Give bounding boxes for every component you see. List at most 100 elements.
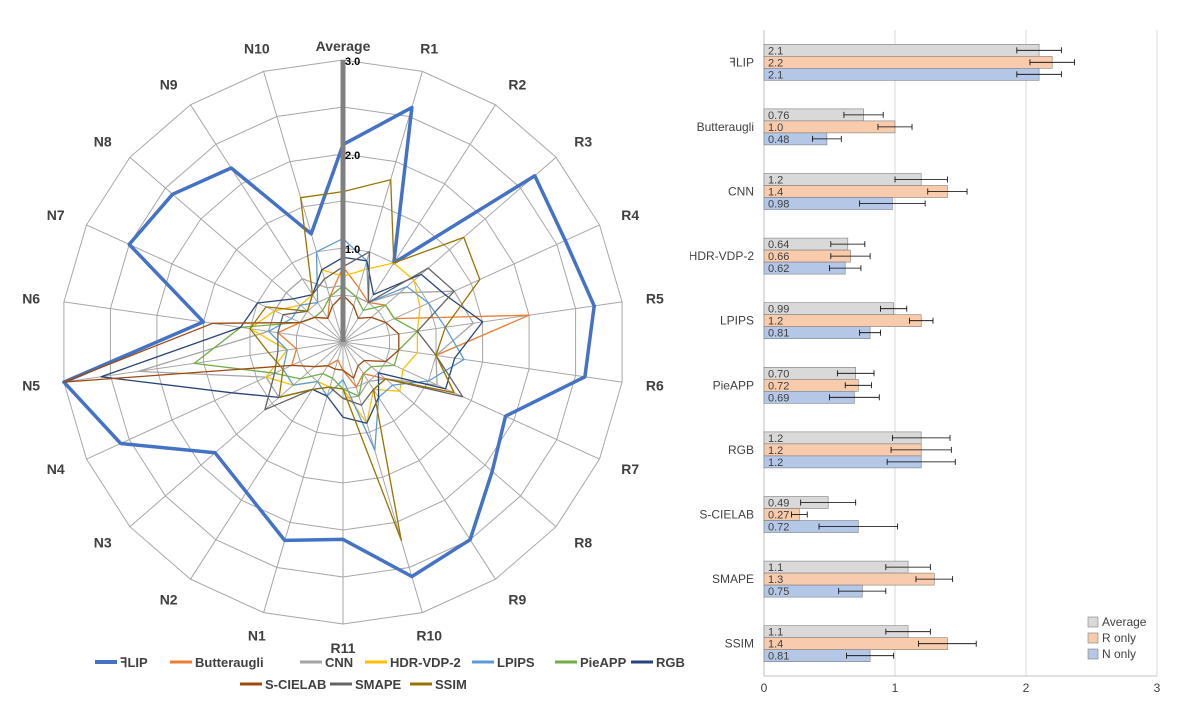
bar-value-label: 2.1 [768,69,783,81]
axis-label-r3: R3 [574,134,592,150]
legend-label: S-CIELAB [265,677,326,692]
legend-label: SSIM [435,677,467,692]
radar-spoke [129,341,344,528]
legend-swatch [1087,648,1099,660]
bar-value-label: 0.27 [768,510,789,522]
bar-value-label: 2.2 [768,57,783,69]
bar [763,120,896,134]
legend-label: LPIPS [497,655,535,670]
x-tick-label: 0 [761,681,768,695]
legend-label: RGB [656,655,685,670]
axis-label-r5: R5 [646,291,664,307]
bar-value-label: 1.2 [768,316,783,328]
bar-value-label: 1.2 [768,433,783,445]
legend-swatch [1087,616,1099,628]
bar [763,68,1040,81]
axis-label-n4: N4 [47,461,65,477]
axis-label-r10: R10 [416,628,442,644]
bar-value-label: 0.99 [768,304,789,316]
legend-label: CNN [325,655,353,670]
bar-value-label: 1.4 [768,187,783,199]
bar-value-label: 0.62 [768,263,789,275]
radar-spoke [342,341,496,580]
bar-value-label: 1.2 [768,175,783,187]
radar-spoke [86,224,344,343]
category-label: SSIM [725,637,754,651]
axis-label-n1: N1 [248,628,266,644]
bar [763,572,935,586]
radar-series-8 [63,294,400,383]
bar [763,314,922,328]
axis-label-r8: R8 [574,534,592,550]
radar-spoke [263,341,344,613]
legend-label: R only [1102,631,1136,645]
bar-value-label: 0.72 [768,380,789,392]
radar-spoke [86,341,344,460]
radar-spoke [342,156,557,343]
axis-label-r2: R2 [508,77,526,93]
bar-value-label: 0.81 [768,328,789,340]
legend-label: Average [1102,615,1147,629]
legend-label: HDR-VDP-2 [390,655,461,670]
bar-value-label: 2.1 [768,45,783,57]
radar-series-9 [264,251,464,411]
legend-label: Butteraugli [195,655,264,670]
category-label: Butteraugli [697,120,754,134]
bar-value-label: 0.70 [768,368,789,380]
radar-series-1 [62,105,596,579]
radar-spoke [342,341,557,528]
bar-value-label: 1.1 [768,562,783,574]
bar-value-label: 1.2 [768,445,783,457]
axis-label-average: Average [316,38,371,54]
category-label: CNN [728,185,754,199]
radar-chart: 1.0 2.0 3.0 Average R1 R2 R3 R4 R5 R6 R7 R8 R9 R10 R11… [22,38,685,692]
ring-label: 3.0 [345,56,360,68]
legend-label: N only [1102,647,1136,661]
bar-value-label: 0.72 [768,522,789,534]
legend-label: ꟻLIP [120,655,148,670]
x-tick-label: 1 [892,681,899,695]
axis-label-n5: N5 [22,378,40,394]
axis-label-n2: N2 [160,591,178,607]
axis-label-n10: N10 [244,40,270,56]
axis-label-r9: R9 [508,591,526,607]
ring-label: 2.0 [345,150,360,162]
bar-value-label: 1.0 [768,122,783,134]
legend-label: PieAPP [580,655,627,670]
bar-value-label: 0.75 [768,586,789,598]
bar [763,55,1053,69]
radar-spoke [129,156,344,343]
ring-label: 1.0 [345,244,360,256]
bar-value-label: 0.49 [768,498,789,510]
radar-series-7 [100,256,484,424]
category-label: RGB [728,443,754,457]
bar-value-label: 1.2 [768,457,783,469]
bar-value-label: 0.76 [768,110,789,122]
bar-value-label: 1.1 [768,627,783,639]
bar [763,43,1040,57]
category-label: S-CIELAB [699,508,754,522]
axis-label-r4: R4 [621,207,639,223]
bar-value-label: 0.69 [768,392,789,404]
x-tick-label: 3 [1154,681,1161,695]
radar-series-10 [249,179,481,542]
axis-label-n3: N3 [94,534,112,550]
axis-label-r1: R1 [420,40,438,56]
category-label: ꟻLIP [729,55,754,69]
axis-label-n8: N8 [94,134,112,150]
axis-label-r6: R6 [646,378,664,394]
axis-label-r11: R11 [331,640,356,656]
legend-label: SMAPE [355,677,402,692]
bar-chart: 0 1 2 3 ꟻLIP 2.12.22.1 Butteraugli 0.761.00.48 C… [690,30,1161,695]
axis-label-r7: R7 [621,461,639,477]
axis-label-n7: N7 [47,207,65,223]
category-label: PieAPP [713,378,754,392]
category-label: LPIPS [720,314,754,328]
bar-value-label: 0.81 [768,651,789,663]
legend-swatch [1087,632,1099,644]
radar-spoke [342,341,623,383]
bar-value-label: 0.64 [768,239,789,251]
bar-value-label: 0.66 [768,251,789,263]
bar-value-label: 1.3 [768,574,783,586]
bar [763,185,948,198]
